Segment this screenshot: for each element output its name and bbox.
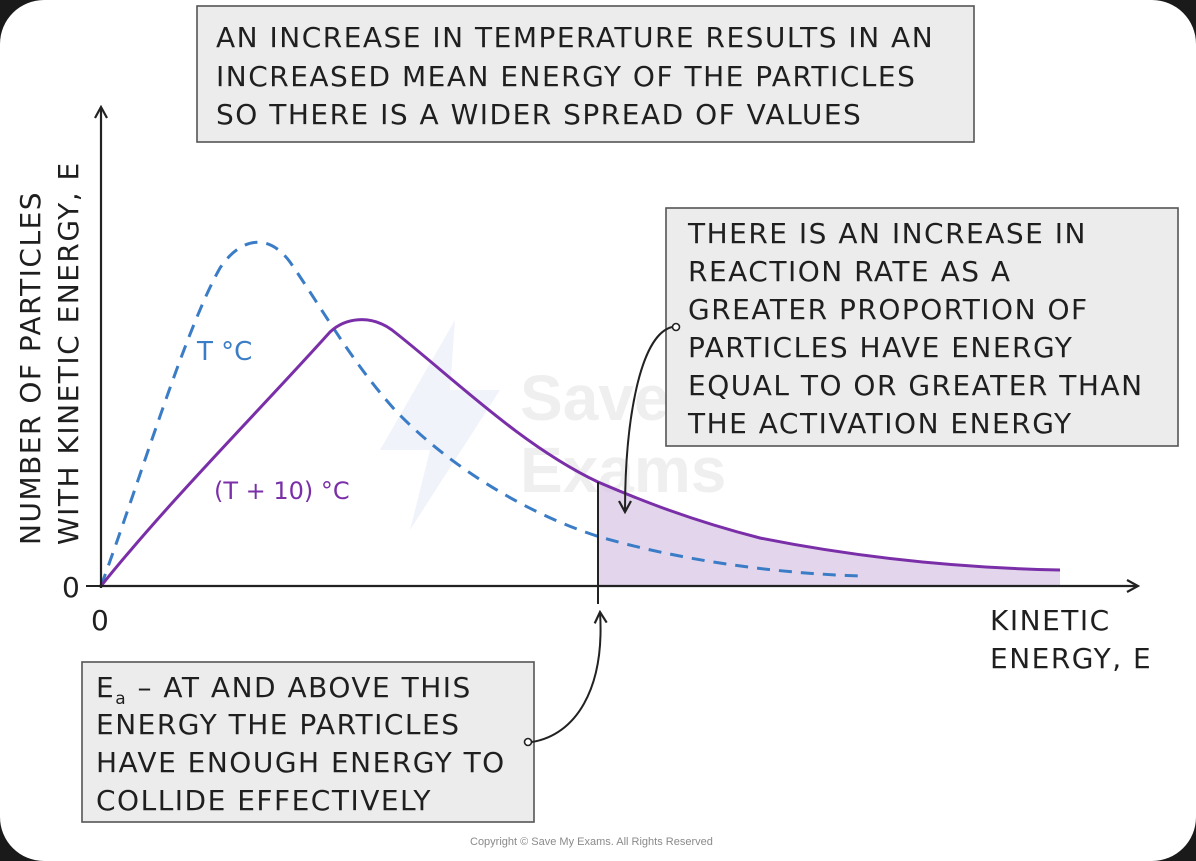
svg-text:Ea – AT AND ABOVE THIS: Ea – AT AND ABOVE THIS xyxy=(96,671,472,709)
y-axis-label-line2: WITH KINETIC ENERGY, E xyxy=(52,161,85,545)
cold-curve-T xyxy=(99,240,861,587)
activation-energy-shaded-area xyxy=(598,482,1060,586)
copyright-text: Copyright © Save My Exams. All Rights Re… xyxy=(470,836,713,848)
right-note-line2: REACTION RATE AS A xyxy=(688,255,1012,288)
bottom-note-line3: HAVE ENOUGH ENERGY TO xyxy=(96,746,506,779)
bottom-note-line1: – AT AND ABOVE THIS xyxy=(127,671,472,704)
top-note-line1: AN INCREASE IN TEMPERATURE RESULTS IN AN xyxy=(216,21,934,54)
y-zero-label: 0 xyxy=(62,571,81,604)
ea-subscript: a xyxy=(115,689,127,709)
right-note-line6: THE ACTIVATION ENERGY xyxy=(687,407,1073,440)
right-note-line3: GREATER PROPORTION OF xyxy=(688,293,1089,326)
bottom-note-line2: ENERGY THE PARTICLES xyxy=(96,708,460,741)
right-note-pointer-dot xyxy=(671,322,681,332)
cold-curve-label: T °C xyxy=(196,337,252,367)
bottom-note-pointer-arrow xyxy=(531,612,601,743)
bottom-note-line4: COLLIDE EFFECTIVELY xyxy=(96,784,432,817)
top-note-line3: SO THERE IS A WIDER SPREAD OF VALUES xyxy=(216,98,862,131)
bottom-note-pointer-dot xyxy=(523,737,533,747)
x-axis-label-line1: KINETIC xyxy=(990,604,1111,637)
hot-curve-label: (T + 10) °C xyxy=(214,477,350,505)
ea-symbol: E xyxy=(96,671,115,704)
right-note-line1: THERE IS AN INCREASE IN xyxy=(687,217,1087,250)
right-note-line4: PARTICLES HAVE ENERGY xyxy=(688,331,1073,364)
top-note-line2: INCREASED MEAN ENERGY OF THE PARTICLES xyxy=(216,60,916,93)
bottom-note-box: Ea – AT AND ABOVE THIS ENERGY THE PARTIC… xyxy=(81,661,535,823)
top-note-box: AN INCREASE IN TEMPERATURE RESULTS IN AN… xyxy=(196,5,975,143)
right-note-pointer-arrow xyxy=(625,326,673,512)
hot-curve-T-plus-10 xyxy=(99,318,1061,587)
right-note-line5: EQUAL TO OR GREATER THAN xyxy=(688,369,1144,402)
y-axis-label-line1: NUMBER OF PARTICLES xyxy=(14,191,47,545)
x-axis-label-line2: ENERGY, E xyxy=(990,642,1152,675)
right-note-box: THERE IS AN INCREASE IN REACTION RATE AS… xyxy=(665,207,1179,447)
x-zero-label: 0 xyxy=(91,604,110,637)
